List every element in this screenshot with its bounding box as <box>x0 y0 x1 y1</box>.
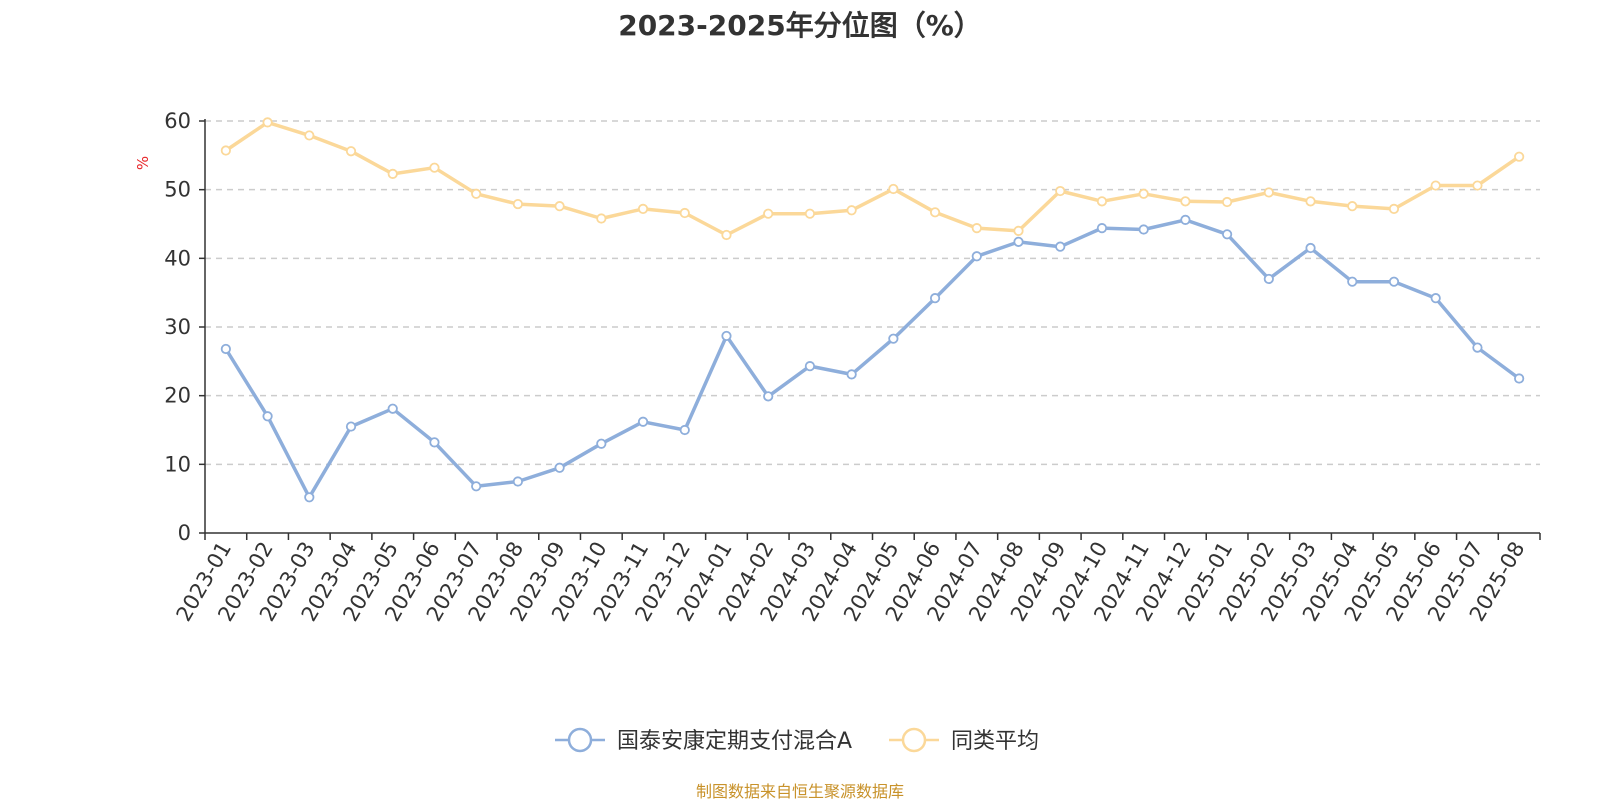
data-point[interactable] <box>1096 196 1108 207</box>
data-point[interactable] <box>1305 196 1316 207</box>
data-point[interactable] <box>1514 151 1525 162</box>
data-point[interactable] <box>1138 224 1149 235</box>
series-1 <box>220 214 1525 503</box>
series-2 <box>220 117 1525 241</box>
grid-lines <box>205 120 1540 466</box>
series-line <box>224 218 1521 500</box>
data-point[interactable] <box>888 183 899 195</box>
data-point[interactable] <box>262 117 273 128</box>
data-point[interactable] <box>1472 180 1483 191</box>
data-point[interactable] <box>1347 276 1358 287</box>
data-point[interactable] <box>512 198 523 210</box>
data-point[interactable] <box>1430 180 1441 191</box>
data-point[interactable] <box>804 361 816 372</box>
legend-item-1[interactable]: 国泰安康定期支付混合A <box>555 727 852 754</box>
axes <box>204 119 1540 534</box>
data-point[interactable] <box>846 369 857 380</box>
data-point[interactable] <box>846 205 857 216</box>
data-point[interactable] <box>1055 185 1066 197</box>
legend-label: 国泰安康定期支付混合A <box>617 729 852 754</box>
data-point[interactable] <box>1055 241 1066 252</box>
data-point[interactable] <box>1514 373 1525 384</box>
data-point[interactable] <box>763 208 774 219</box>
data-point[interactable] <box>387 403 398 414</box>
series-line <box>224 120 1521 237</box>
legend-marker-icon <box>901 727 927 753</box>
data-point[interactable] <box>1388 276 1400 287</box>
y-tick-label: 0 <box>178 521 191 545</box>
data-point[interactable] <box>721 330 732 342</box>
legend-label: 同类平均 <box>951 729 1039 754</box>
y-tick-label: 10 <box>164 452 191 476</box>
data-point[interactable] <box>304 130 315 141</box>
series-layer <box>220 117 1525 503</box>
data-point[interactable] <box>1263 187 1274 198</box>
data-point[interactable] <box>554 201 565 212</box>
data-point[interactable] <box>387 168 398 179</box>
data-point[interactable] <box>262 411 273 422</box>
data-point[interactable] <box>679 424 690 436</box>
data-point[interactable] <box>1430 293 1441 304</box>
data-point[interactable] <box>304 492 315 503</box>
data-point[interactable] <box>679 207 690 219</box>
data-point[interactable] <box>637 416 649 427</box>
data-point[interactable] <box>888 333 899 344</box>
data-point[interactable] <box>1180 196 1191 207</box>
data-point[interactable] <box>220 145 231 156</box>
data-point[interactable] <box>1305 242 1316 254</box>
data-point[interactable] <box>345 146 357 157</box>
data-point[interactable] <box>1013 225 1024 236</box>
data-point[interactable] <box>471 188 482 199</box>
y-tick-label: 40 <box>164 246 191 270</box>
x-axis-ticks: 2023-012023-022023-032023-042023-052023-… <box>172 533 1541 625</box>
legend-marker-icon <box>567 727 593 753</box>
data-point[interactable] <box>763 391 774 402</box>
data-point[interactable] <box>471 481 482 492</box>
data-point[interactable] <box>429 437 440 448</box>
data-point[interactable] <box>1263 273 1274 285</box>
data-point[interactable] <box>637 203 649 214</box>
data-point[interactable] <box>1347 201 1358 212</box>
data-point[interactable] <box>1096 223 1108 234</box>
data-point[interactable] <box>596 213 607 224</box>
legend[interactable]: 国泰安康定期支付混合A 同类平均 <box>555 727 1039 754</box>
legend-item-2[interactable]: 同类平均 <box>889 727 1039 754</box>
y-tick-label: 30 <box>164 315 191 339</box>
y-axis-ticks: 0 10 20 30 40 50 60 <box>164 109 205 545</box>
y-tick-label: 50 <box>164 178 191 202</box>
y-axis-unit-label: % <box>134 156 152 170</box>
data-point[interactable] <box>971 251 982 262</box>
data-source-note: 制图数据来自恒生聚源数据库 <box>695 782 904 801</box>
data-point[interactable] <box>971 223 982 234</box>
data-point[interactable] <box>220 343 231 355</box>
data-point[interactable] <box>345 421 357 432</box>
data-point[interactable] <box>554 462 565 473</box>
data-point[interactable] <box>429 162 440 173</box>
data-point[interactable] <box>804 208 816 219</box>
data-point[interactable] <box>1388 203 1400 214</box>
data-point[interactable] <box>1222 229 1233 240</box>
y-tick-label: 60 <box>164 109 191 133</box>
data-point[interactable] <box>512 476 523 487</box>
data-point[interactable] <box>1472 342 1483 353</box>
data-point[interactable] <box>721 229 732 241</box>
data-point[interactable] <box>1222 196 1233 208</box>
y-tick-label: 20 <box>164 384 191 408</box>
data-point[interactable] <box>1138 188 1149 199</box>
data-point[interactable] <box>596 438 607 449</box>
data-point[interactable] <box>929 207 941 218</box>
data-point[interactable] <box>1180 214 1191 225</box>
data-point[interactable] <box>1013 236 1024 247</box>
chart-title: 2023-2025年分位图（%） <box>618 9 982 42</box>
data-point[interactable] <box>929 293 941 304</box>
